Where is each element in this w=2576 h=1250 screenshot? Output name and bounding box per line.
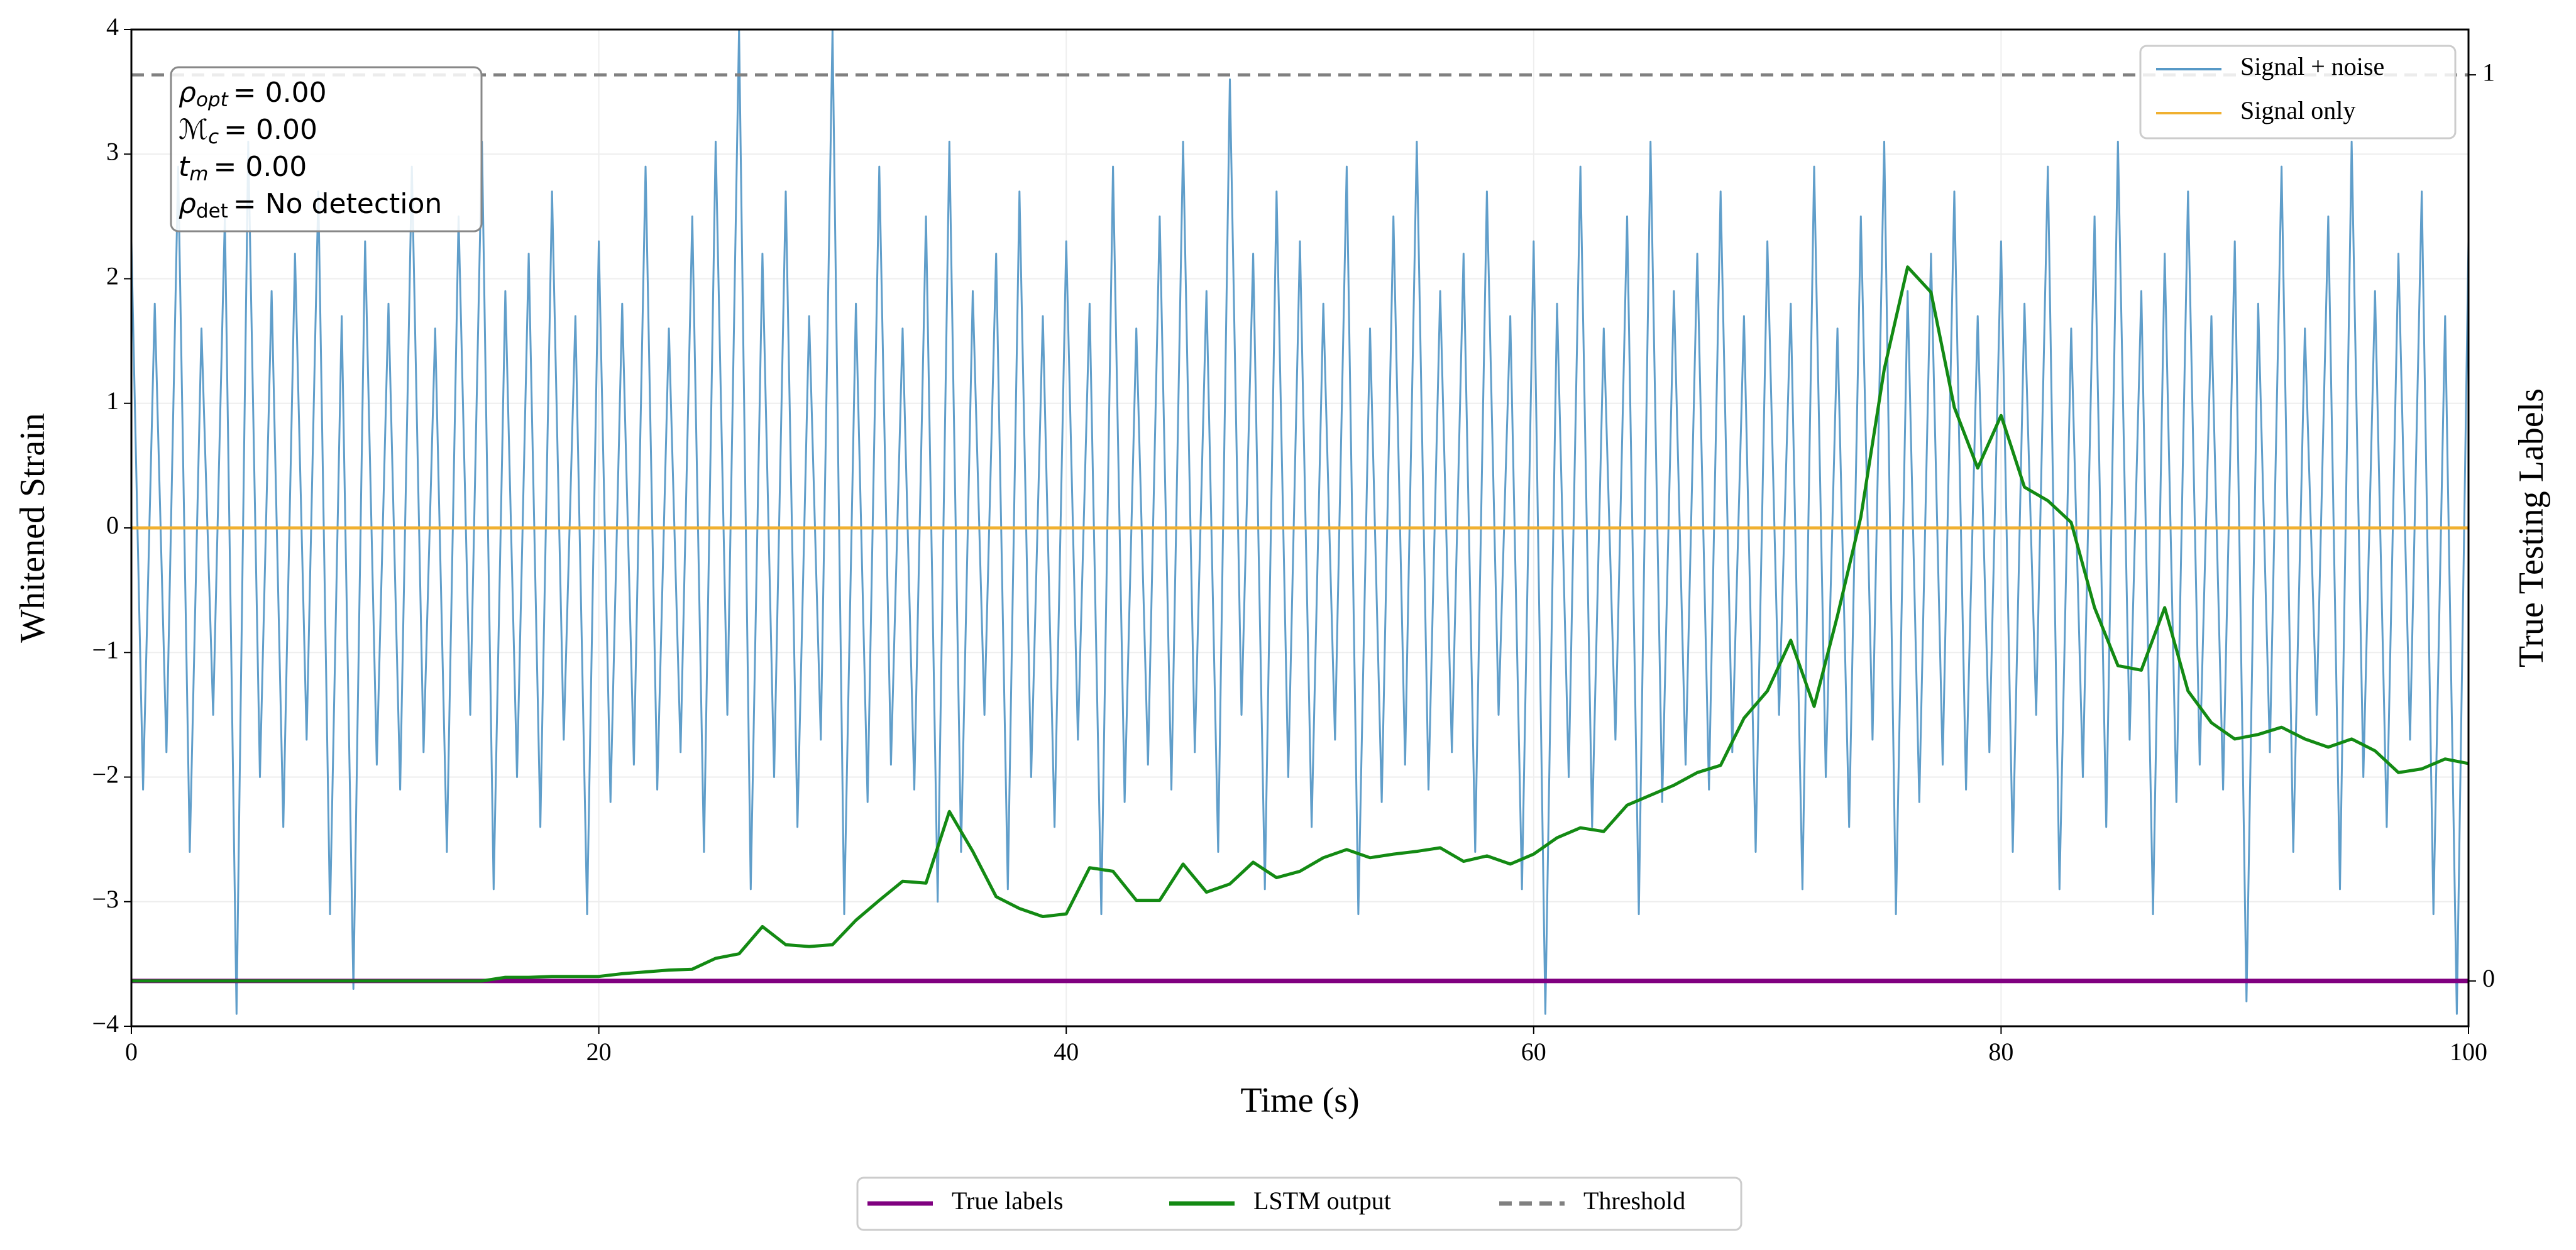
x-tick-label: 80 xyxy=(1988,1038,2013,1066)
x-tick-label: 100 xyxy=(2450,1038,2487,1066)
legend-label: True labels xyxy=(952,1187,1063,1215)
annotation-subscript: opt xyxy=(196,89,229,111)
annotation-symbol: ℳ xyxy=(179,114,208,146)
annotation: ρdet = No detection xyxy=(179,188,442,222)
y-tick-label: −3 xyxy=(92,885,119,913)
annotation-text: = 0.00 xyxy=(213,151,307,183)
x-tick-label: 0 xyxy=(125,1038,138,1066)
y2-axis-label: True Testing Labels xyxy=(2512,388,2551,667)
x-axis-label: Time (s) xyxy=(1240,1081,1359,1120)
annotation-subscript: c xyxy=(208,126,219,148)
annotation-frame xyxy=(170,66,483,233)
legend-box xyxy=(856,1176,1742,1231)
legend-label: Threshold xyxy=(1583,1187,1685,1215)
annotation: tm = 0.00 xyxy=(179,151,307,185)
y-tick-label: −1 xyxy=(92,635,119,664)
y-axis-label: Whitened Strain xyxy=(13,413,52,642)
annotation: ℳc = 0.00 xyxy=(179,114,317,148)
annotation-symbol: ρ xyxy=(179,188,196,220)
y-tick-label: 4 xyxy=(106,13,119,41)
x-tick-label: 60 xyxy=(1521,1038,1546,1066)
annotation-subscript: det xyxy=(196,200,228,222)
legend-label: LSTM output xyxy=(1253,1187,1391,1215)
x-tick-label: 20 xyxy=(586,1038,612,1066)
legend-bottom: True labels LSTM output Threshold xyxy=(856,1176,1742,1231)
annotation-text: = 0.00 xyxy=(233,77,327,109)
annotation-text: = 0.00 xyxy=(224,114,317,146)
y2-tick-label: 0 xyxy=(2482,964,2495,992)
x-tick-label: 40 xyxy=(1054,1038,1079,1066)
legend-label: Signal only xyxy=(2240,96,2355,124)
series-line xyxy=(131,265,2469,983)
legend: Signal + noise Signal only xyxy=(2139,45,2457,140)
annotation-symbol: t xyxy=(179,151,190,183)
y2-tick-label: 1 xyxy=(2482,58,2495,86)
plot-area xyxy=(130,28,2470,1015)
y-tick-label: 3 xyxy=(106,137,119,165)
y-tick-label: −4 xyxy=(92,1009,119,1038)
y-tick-label: −2 xyxy=(92,760,119,789)
annotation: ρopt = 0.00 xyxy=(179,77,327,111)
y-tick-label: 0 xyxy=(106,511,119,539)
series-line xyxy=(130,28,2470,1015)
annotation-subscript: m xyxy=(189,163,208,185)
y-tick-label: 1 xyxy=(106,387,119,415)
annotation-text: = No detection xyxy=(233,188,442,220)
y-tick-label: 2 xyxy=(106,262,119,290)
annotation-symbol: ρ xyxy=(179,77,196,109)
plot-frame xyxy=(130,28,2470,1028)
legend-label: Signal + noise xyxy=(2240,52,2384,80)
